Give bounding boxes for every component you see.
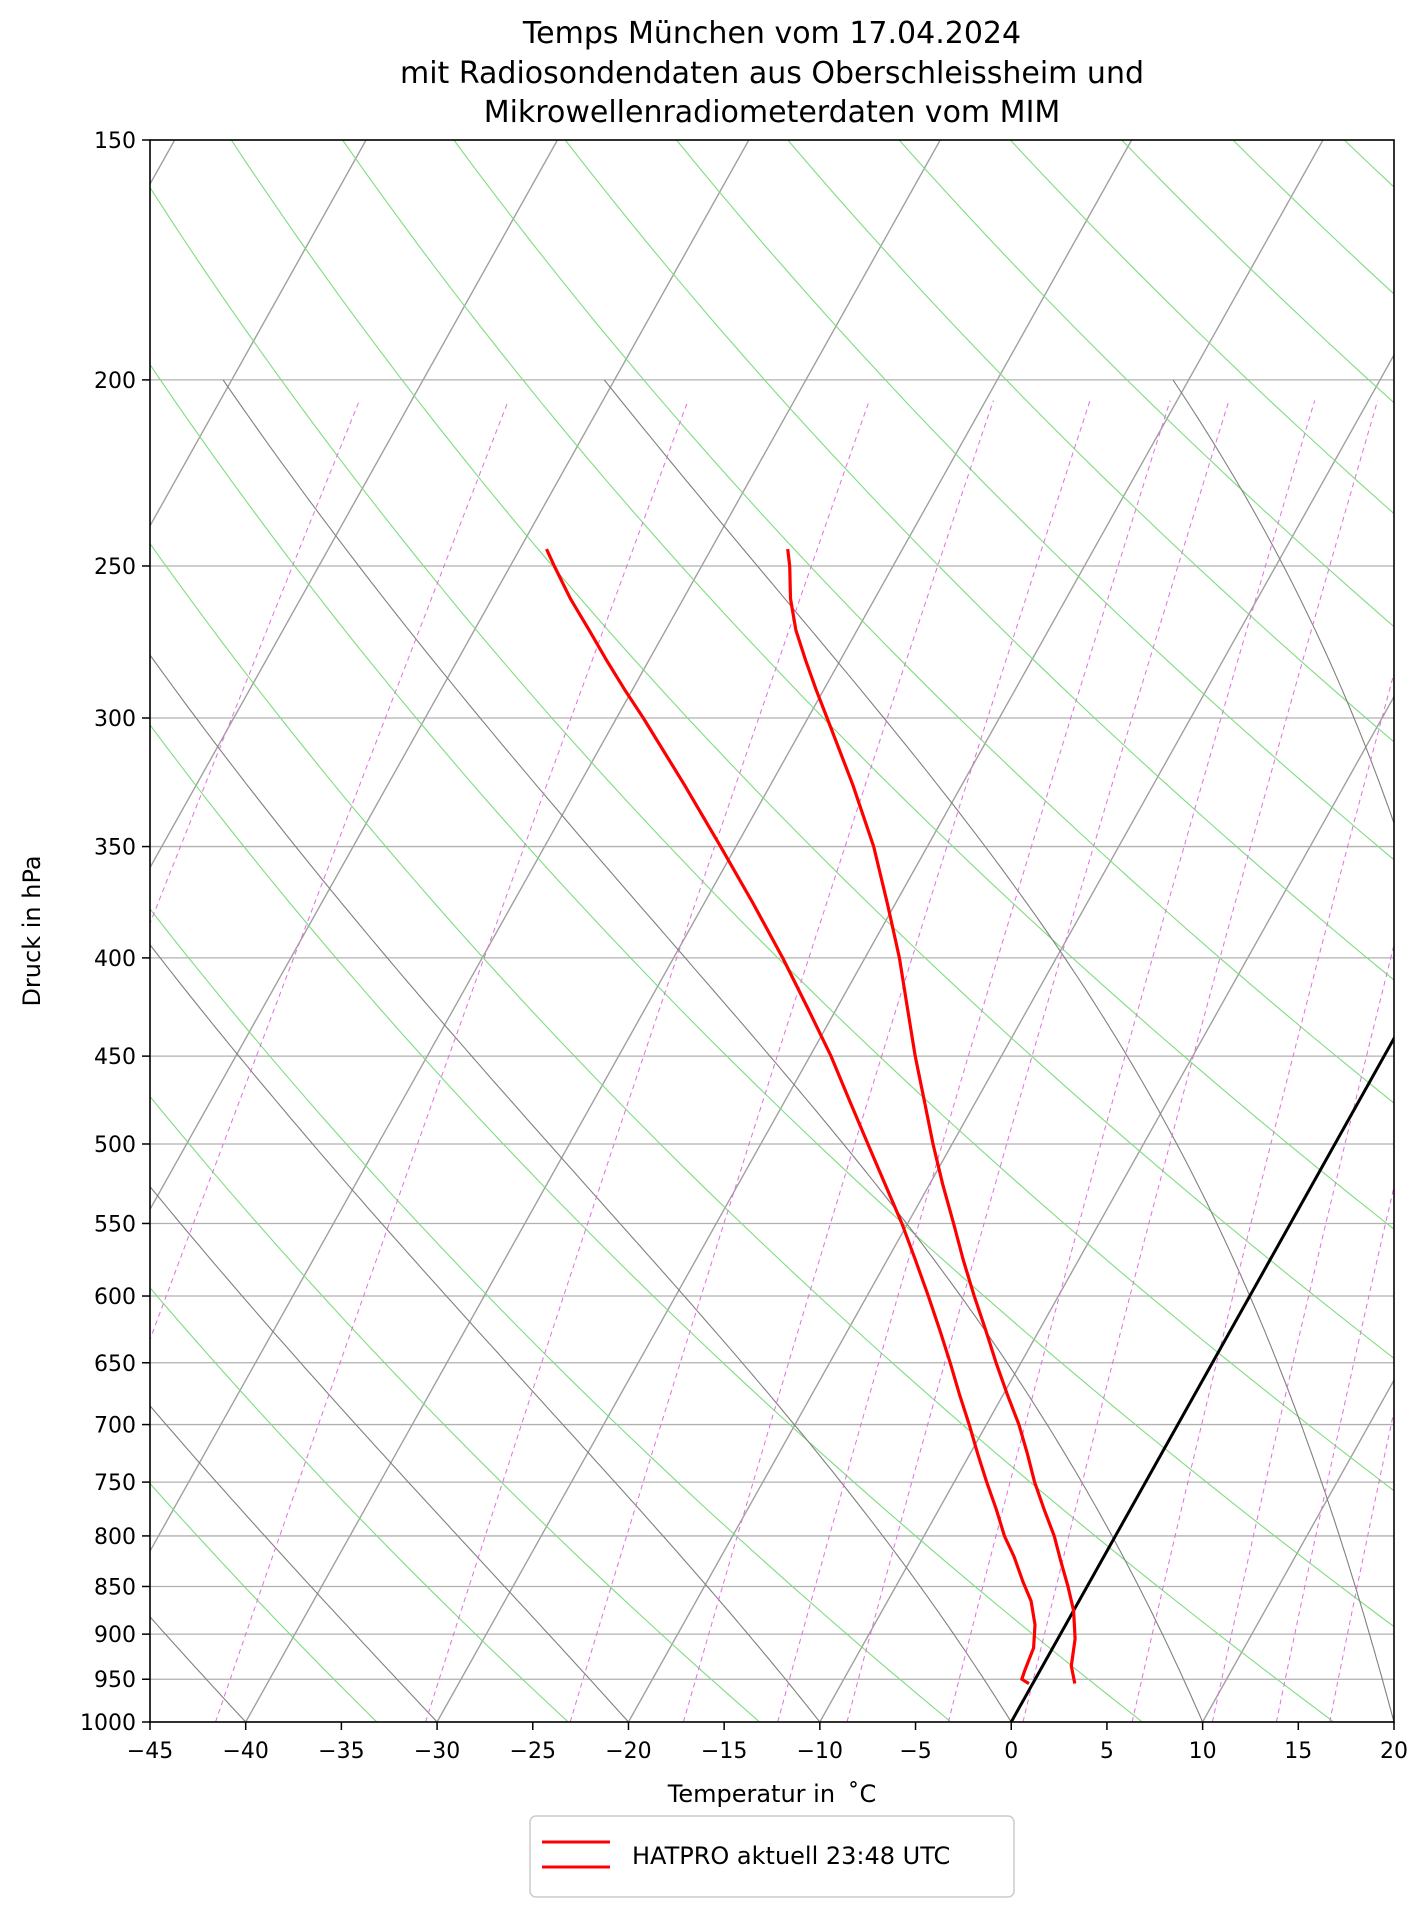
- y-tick-label: 200: [94, 369, 136, 394]
- mixing-ratio-line: [947, 400, 1316, 1722]
- y-tick-label: 450: [94, 1045, 136, 1070]
- dry-adiabat-line: [150, 1286, 569, 1722]
- x-tick-label: 20: [1380, 1739, 1408, 1764]
- y-tick-label: 550: [94, 1212, 136, 1237]
- isotherm-line: [627, 353, 1394, 1722]
- dry-adiabat-line: [150, 542, 1335, 1722]
- y-tick-label: 300: [94, 707, 136, 732]
- mixing-ratio-line: [1275, 1184, 1394, 1722]
- moist-adiabat-line: [150, 943, 821, 1722]
- chart-title: Temps München vom 17.04.2024 mit Radioso…: [400, 16, 1144, 130]
- x-tick-label: 5: [1100, 1739, 1114, 1764]
- x-tick-label: −35: [318, 1739, 364, 1764]
- dry-adiabat-line: [150, 908, 952, 1722]
- temperature-profile-line: [786, 548, 1077, 1684]
- mixing-ratio-line: [777, 400, 1171, 1722]
- moist-adiabat-line: [150, 1404, 438, 1722]
- isotherm-line: [245, 140, 1133, 1722]
- moist-adiabat-line: [150, 654, 1012, 1722]
- plot-frame: [149, 139, 1395, 1723]
- x-tick-label: −15: [701, 1739, 747, 1764]
- dry-adiabat-line: [150, 363, 1394, 1628]
- x-tick-label: −45: [127, 1739, 173, 1764]
- x-tick-label: 15: [1284, 1739, 1312, 1764]
- mixing-ratio-line: [1022, 400, 1379, 1722]
- dry-adiabat-line: [150, 723, 1143, 1722]
- y-tick-label: 600: [94, 1285, 136, 1310]
- mixing-ratio-line: [846, 400, 1230, 1722]
- y-tick-label: 1000: [80, 1711, 136, 1736]
- isotherm-line: [1393, 1720, 1394, 1722]
- x-tick-label: 10: [1189, 1739, 1217, 1764]
- y-tick-label: 500: [94, 1133, 136, 1158]
- dry-adiabat-line: [787, 140, 1394, 743]
- mixing-ratio-line: [569, 400, 994, 1722]
- mixing-ratio-line: [1329, 1408, 1394, 1722]
- dry-adiabat-line: [342, 140, 1394, 1230]
- isotherm-line: [1202, 1378, 1394, 1722]
- y-axis-ticks: 1000 950 900 850 800 750 700 650 600 550 500 450 400…: [80, 129, 150, 1736]
- title-line-2: mit Radiosondendaten aus Oberschleisshei…: [400, 56, 1144, 91]
- mixing-ratio-line: [425, 400, 870, 1722]
- x-axis-label: Temperatur in ˚C: [667, 1780, 876, 1808]
- mixing-ratio-line: [150, 400, 509, 1341]
- isotherm-line: [819, 695, 1394, 1722]
- isotherm-line: [436, 140, 1324, 1722]
- y-tick-label: 250: [94, 555, 136, 580]
- background-lines: [150, 140, 1427, 1723]
- isotherm-line: [150, 140, 750, 1211]
- mixing-ratio-line: [1211, 943, 1394, 1722]
- mixing-ratio-line: [1416, 401, 1427, 1723]
- dewpoint-profile-line: [545, 548, 1037, 1685]
- y-tick-label: 850: [94, 1575, 136, 1600]
- title-line-3: Mikrowellenradiometerdaten vom MIM: [484, 95, 1061, 130]
- dry-adiabat-line: [898, 140, 1394, 628]
- x-tick-label: −5: [899, 1739, 931, 1764]
- x-tick-label: −10: [797, 1739, 843, 1764]
- dry-adiabat-line: [150, 1095, 760, 1722]
- moist-adiabat-line: [1172, 379, 1394, 825]
- y-tick-label: 700: [94, 1414, 136, 1439]
- legend: HATPRO aktuell 23:48 UTC: [529, 1815, 1015, 1898]
- y-tick-label: 950: [94, 1668, 136, 1693]
- title-line-1: Temps München vom 17.04.2024: [522, 16, 1021, 51]
- y-axis-label: Druck in hPa: [18, 855, 46, 1006]
- isotherm-line: [150, 140, 367, 528]
- moist-adiabat-line: [150, 1185, 629, 1722]
- legend-label-hatpro: HATPRO aktuell 23:48 UTC: [632, 1842, 950, 1870]
- moist-adiabat-line: [222, 379, 1204, 1722]
- dry-adiabat-line: [230, 140, 1394, 1359]
- y-tick-label: 900: [94, 1623, 136, 1648]
- zero-isotherm-line: [1009, 1035, 1394, 1722]
- dry-adiabat-line: [564, 140, 1394, 981]
- x-tick-label: 0: [1004, 1739, 1018, 1764]
- y-tick-label: 350: [94, 836, 136, 861]
- dry-adiabat-line: [676, 140, 1394, 861]
- y-tick-label: 150: [94, 129, 136, 154]
- mixing-ratio-line: [1131, 671, 1394, 1722]
- sounding-lines: [545, 548, 1077, 1685]
- mixing-ratio-line: [150, 400, 360, 925]
- y-tick-label: 400: [94, 947, 136, 972]
- dry-adiabat-line: [1009, 140, 1394, 515]
- mixing-ratio-line: [682, 400, 1091, 1722]
- isotherm-line: [150, 140, 559, 870]
- y-tick-label: 800: [94, 1525, 136, 1550]
- x-tick-label: −30: [414, 1739, 460, 1764]
- dry-adiabat-line: [453, 140, 1394, 1104]
- x-tick-label: −25: [510, 1739, 556, 1764]
- x-tick-label: −20: [605, 1739, 651, 1764]
- legend-box: [529, 1815, 1015, 1898]
- x-tick-label: −40: [222, 1739, 268, 1764]
- x-axis-ticks: −45 −40 −35 −30 −25 −20 −15 −10 −5 0 5 10 15 20: [127, 1722, 1408, 1764]
- mixing-ratio-line: [215, 400, 689, 1722]
- isotherm-line: [150, 140, 941, 1553]
- y-tick-label: 750: [94, 1471, 136, 1496]
- dry-adiabat-line: [150, 186, 1394, 1492]
- y-tick-label: 650: [94, 1352, 136, 1377]
- dry-adiabat-line: [150, 1482, 378, 1722]
